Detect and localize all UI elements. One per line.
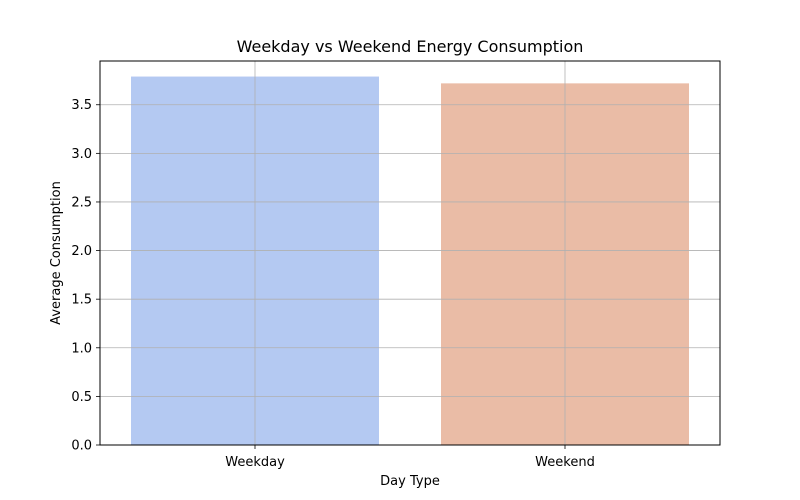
y-tick-label: 2.5 [71,195,92,210]
x-tick-label: Weekend [535,455,595,470]
y-tick-label: 0.0 [71,439,92,454]
y-tick-label: 1.5 [71,293,92,308]
grid-group [100,61,720,446]
chart-title: Weekday vs Weekend Energy Consumption [237,37,584,56]
plot-frame [99,60,721,446]
bars-group [131,76,689,445]
x-axis-label: Day Type [380,474,440,489]
y-ticks-group: 0.0 0.5 1.0 1.5 2.0 2.5 3.0 3.5 [71,98,100,454]
y-tick-label: 2.0 [71,244,92,259]
y-tick-label: 3.0 [71,147,92,162]
x-tick-label: Weekday [225,455,285,470]
x-ticks-group: Weekday Weekend [225,445,595,470]
y-tick-label: 0.5 [71,390,92,405]
y-axis-label: Average Consumption [49,181,64,325]
y-tick-label: 3.5 [71,98,92,113]
y-tick-label: 1.0 [71,341,92,356]
